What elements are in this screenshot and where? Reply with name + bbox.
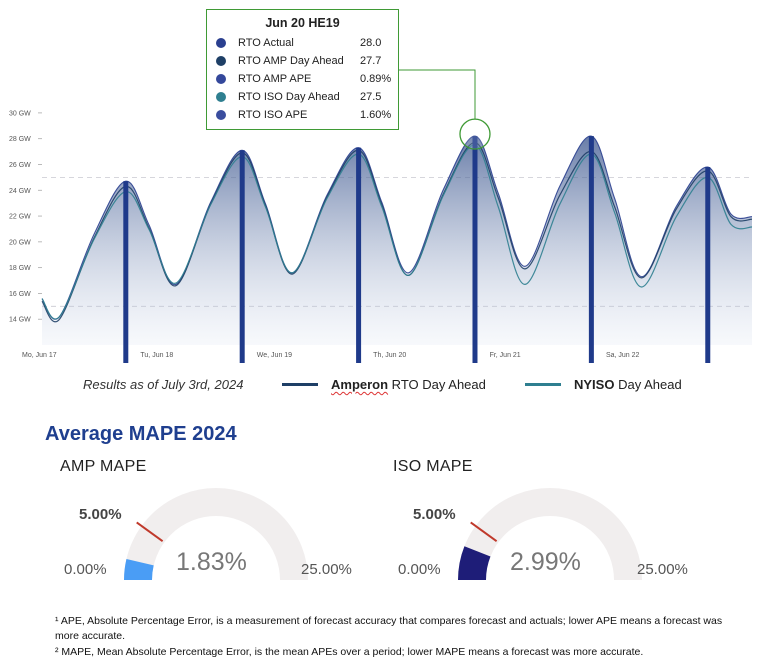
amp-gauge-title: AMP MAPE: [60, 458, 147, 475]
iso-gauge-title: ISO MAPE: [393, 458, 473, 475]
amp-mape-gauge: [124, 488, 308, 581]
amp-target-label: 5.00%: [79, 506, 122, 523]
iso-max-label: 25.00%: [637, 561, 688, 578]
amp-gauge-track: [124, 488, 308, 581]
peak-bar[interactable]: [356, 147, 362, 363]
peak-bar[interactable]: [239, 150, 245, 363]
y-tick-label: 24 GW: [9, 188, 31, 195]
x-tick-label: Th, Jun 20: [373, 352, 406, 359]
tooltip-row: RTO AMP APE 0.89%: [207, 70, 398, 88]
iso-gauge-fill: [458, 546, 491, 581]
legend-text: Day Ahead: [614, 377, 682, 392]
tooltip-title: Jun 20 HE19: [265, 16, 340, 30]
peak-bar[interactable]: [123, 181, 129, 363]
y-tick-label: 14 GW: [9, 317, 31, 324]
tooltip-row: RTO ISO Day Ahead 27.5: [207, 88, 398, 106]
tooltip-row-label: RTO Actual: [238, 37, 294, 49]
tooltip-row-label: RTO AMP APE: [238, 73, 312, 85]
iso-mape-gauge: [458, 488, 642, 581]
series-dot-icon: [216, 74, 226, 84]
legend-swatch: [282, 383, 318, 386]
legend-swatch: [525, 383, 561, 386]
section-title: Average MAPE 2024: [45, 423, 237, 445]
peak-bar[interactable]: [705, 167, 711, 363]
y-tick-label: 18 GW: [9, 265, 31, 272]
series-line-rto-actual: [41, 135, 753, 320]
tooltip-row: RTO AMP Day Ahead 27.7: [207, 52, 398, 70]
series-dot-icon: [216, 92, 226, 102]
peak-bar[interactable]: [588, 136, 594, 363]
rto-actual-area: [42, 135, 752, 345]
footnote-mape: ² MAPE, Mean Absolute Percentage Error, …: [55, 646, 644, 658]
tooltip-row: RTO Actual 28.0: [207, 34, 398, 52]
tooltip-row-value: 0.89%: [360, 73, 392, 85]
legend-item-nyiso[interactable]: NYISO Day Ahead: [525, 377, 682, 392]
x-tick-label: Fr, Jun 21: [490, 352, 521, 359]
amp-target-marker: [136, 521, 164, 543]
tooltip-row-value: 27.5: [360, 91, 382, 103]
legend-text: RTO Day Ahead: [388, 377, 486, 392]
iso-target-label: 5.00%: [413, 506, 456, 523]
tooltip-row-label: RTO ISO Day Ahead: [238, 91, 340, 103]
iso-gauge-track: [458, 488, 642, 581]
tooltip-row: RTO ISO APE 1.60%: [207, 106, 398, 124]
series-dot-icon: [216, 56, 226, 66]
x-tick-label: Mo, Jun 17: [22, 352, 57, 359]
tooltip-row-value: 27.7: [360, 55, 382, 67]
amp-gauge-fill: [124, 559, 154, 581]
y-tick-label: 26 GW: [9, 162, 31, 169]
amp-max-label: 25.00%: [301, 561, 352, 578]
chart-legend: Results as of July 3rd, 2024 Amperon RTO…: [0, 375, 757, 395]
y-tick-label: 28 GW: [9, 136, 31, 143]
y-tick-label: 20 GW: [9, 239, 31, 246]
y-tick-label: 22 GW: [9, 214, 31, 221]
footnote-ape: ¹ APE, Absolute Percentage Error, is a m…: [55, 615, 723, 642]
peak-bar[interactable]: [472, 136, 478, 363]
legend-brand: NYISO: [574, 377, 615, 392]
legend-item-amperon[interactable]: Amperon RTO Day Ahead: [282, 377, 486, 392]
iso-value-label: 2.99%: [510, 548, 581, 576]
amp-min-label: 0.00%: [64, 561, 107, 578]
series-dot-icon: [216, 38, 226, 48]
results-date: Results as of July 3rd, 2024: [83, 377, 244, 392]
iso-target-marker: [470, 521, 498, 543]
tooltip-row-value: 1.60%: [360, 109, 392, 121]
tooltip-row-label: RTO ISO APE: [238, 109, 308, 121]
chart-tooltip: Jun 20 HE19 RTO Actual 28.0 RTO AMP Day …: [206, 9, 399, 130]
tooltip-connector: [399, 69, 476, 120]
load-chart: 14 GW 16 GW 18 GW 20 GW 22 GW 24 GW 26 GW 28 GW…: [9, 69, 753, 363]
tooltip-row-value: 28.0: [360, 37, 382, 49]
y-tick-label: 30 GW: [9, 110, 31, 117]
x-tick-label: We, Jun 19: [257, 352, 292, 359]
legend-brand: Amperon: [331, 377, 389, 392]
series-dot-icon: [216, 110, 226, 120]
amp-value-label: 1.83%: [176, 548, 247, 576]
x-tick-label: Tu, Jun 18: [140, 352, 173, 359]
tooltip-row-label: RTO AMP Day Ahead: [238, 55, 344, 67]
y-tick-label: 16 GW: [9, 291, 31, 298]
iso-min-label: 0.00%: [398, 561, 441, 578]
x-tick-label: Sa, Jun 22: [606, 352, 640, 359]
highlight-ring: [459, 118, 491, 150]
series-line-nyiso-day-ahead: [41, 144, 753, 320]
